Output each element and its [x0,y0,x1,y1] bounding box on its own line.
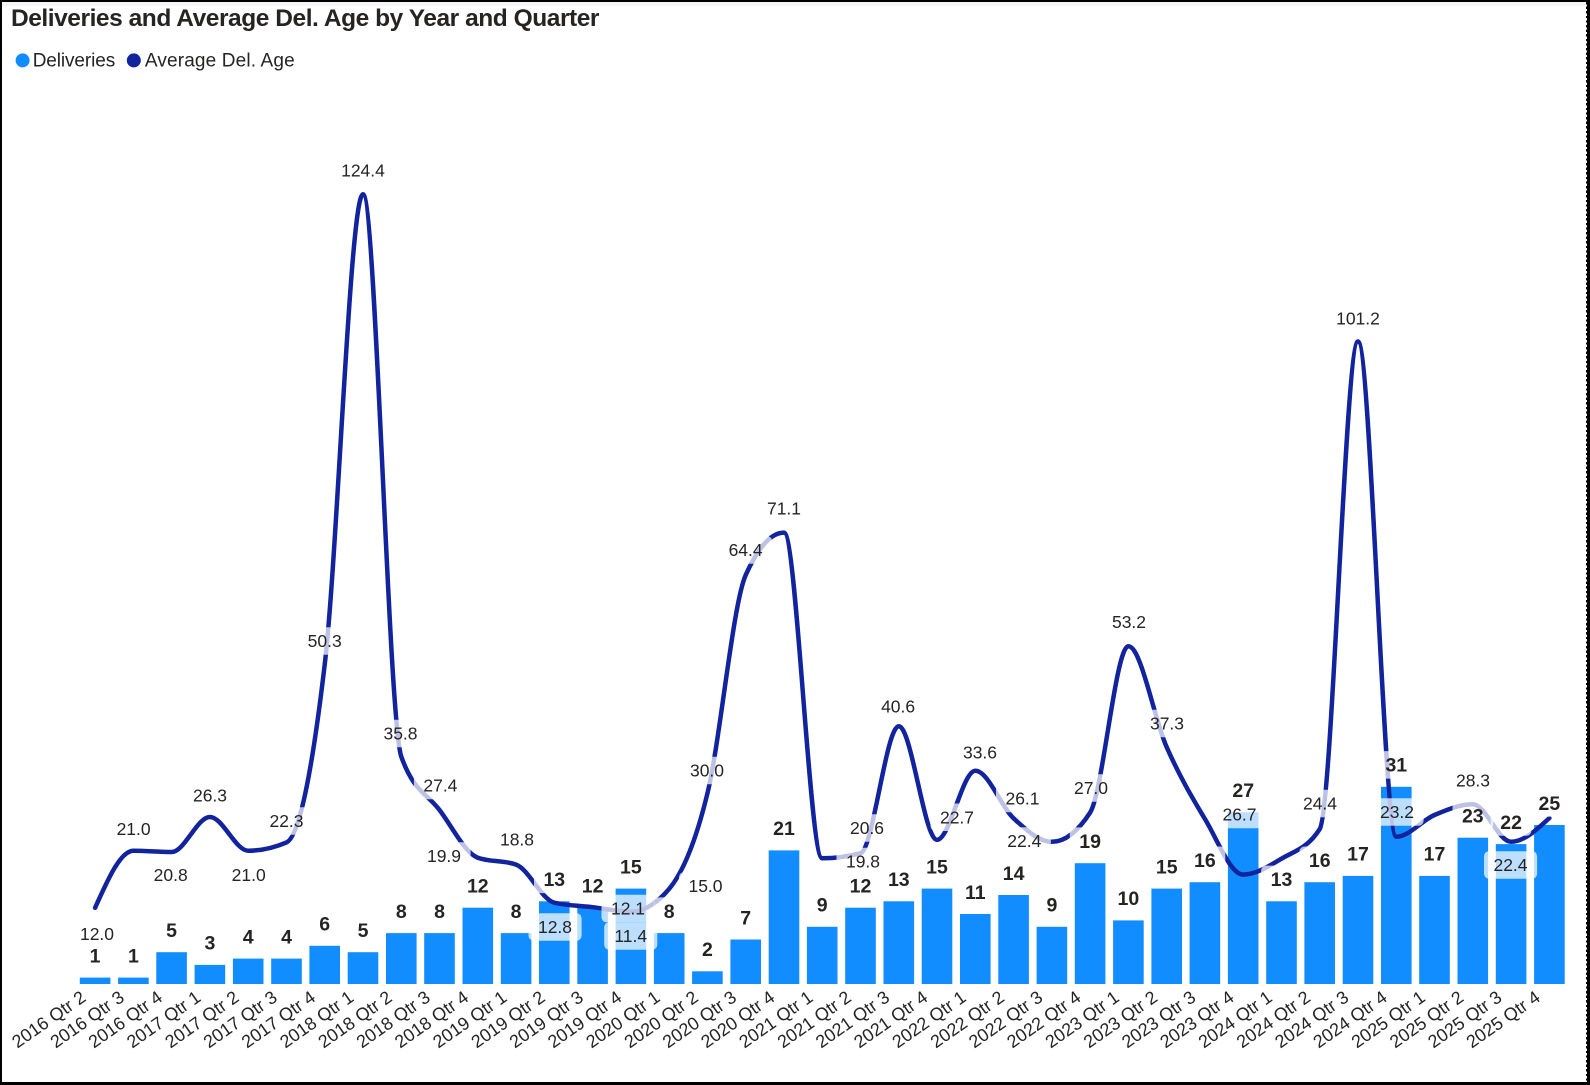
svg-text:14: 14 [1003,863,1025,885]
svg-text:9: 9 [817,895,828,917]
svg-text:27.0: 27.0 [1074,778,1108,798]
svg-text:13: 13 [888,869,910,891]
svg-text:2: 2 [702,939,713,961]
svg-text:25: 25 [1539,793,1561,815]
svg-text:15.0: 15.0 [688,876,722,896]
svg-text:15: 15 [926,856,948,878]
svg-text:16: 16 [1309,850,1331,872]
svg-text:27.4: 27.4 [423,776,457,796]
svg-text:64.4: 64.4 [729,540,763,560]
svg-text:19.8: 19.8 [846,852,880,872]
svg-text:Deliveries and Average Del. Ag: Deliveries and Average Del. Age by Year … [11,5,600,32]
svg-text:8: 8 [396,901,407,923]
svg-text:21: 21 [773,818,795,840]
svg-text:26.1: 26.1 [1005,789,1039,809]
svg-text:17: 17 [1347,844,1369,866]
svg-text:124.4: 124.4 [341,161,385,181]
svg-text:26.3: 26.3 [193,786,227,806]
svg-text:11: 11 [965,882,986,904]
svg-text:5: 5 [166,920,177,942]
svg-text:27: 27 [1232,780,1254,802]
svg-text:50.3: 50.3 [308,631,342,651]
svg-text:11.4: 11.4 [614,926,647,946]
svg-text:4: 4 [243,926,254,948]
svg-text:24.4: 24.4 [1303,794,1337,814]
svg-text:19: 19 [1079,831,1101,853]
svg-text:10: 10 [1118,888,1140,910]
svg-text:15: 15 [620,856,642,878]
svg-text:20.6: 20.6 [850,818,884,838]
svg-text:21.0: 21.0 [117,819,151,839]
svg-text:12: 12 [850,876,872,898]
svg-text:101.2: 101.2 [1336,309,1380,329]
svg-text:12.8: 12.8 [538,917,572,937]
svg-text:17: 17 [1424,844,1446,866]
svg-text:31: 31 [1385,755,1407,777]
svg-text:6: 6 [319,914,330,936]
svg-text:12.1: 12.1 [611,899,645,919]
svg-text:22.4: 22.4 [1007,831,1041,851]
svg-text:40.6: 40.6 [881,697,915,717]
svg-text:23: 23 [1462,806,1484,828]
svg-text:3: 3 [204,933,215,955]
svg-text:13: 13 [1271,869,1293,891]
svg-text:71.1: 71.1 [767,499,801,519]
svg-text:7: 7 [740,907,751,929]
svg-text:Deliveries: Deliveries [33,51,115,72]
svg-text:35.8: 35.8 [383,724,417,744]
svg-text:22.3: 22.3 [269,811,303,831]
svg-text:21.0: 21.0 [232,865,266,885]
svg-text:1: 1 [90,945,101,967]
svg-text:13: 13 [543,869,565,891]
svg-text:30.0: 30.0 [690,761,724,781]
svg-text:12: 12 [582,876,604,898]
svg-text:53.2: 53.2 [1112,612,1146,632]
svg-text:18.8: 18.8 [500,830,534,850]
svg-text:8: 8 [434,901,445,923]
svg-text:22: 22 [1500,812,1522,834]
svg-text:5: 5 [358,920,369,942]
svg-text:Average Del. Age: Average Del. Age [145,51,295,72]
svg-text:12: 12 [467,876,489,898]
svg-text:12.0: 12.0 [80,924,114,944]
svg-text:9: 9 [1046,895,1057,917]
svg-text:19.9: 19.9 [427,846,461,866]
svg-text:16: 16 [1194,850,1216,872]
svg-text:26.7: 26.7 [1222,805,1256,825]
svg-text:4: 4 [281,926,292,948]
svg-text:1: 1 [128,945,139,967]
svg-text:23.2: 23.2 [1380,802,1414,822]
svg-text:33.6: 33.6 [963,743,997,763]
svg-text:28.3: 28.3 [1456,771,1490,791]
svg-text:8: 8 [511,901,522,923]
svg-text:22.7: 22.7 [940,807,974,827]
svg-text:22.4: 22.4 [1493,855,1527,875]
svg-text:8: 8 [664,901,675,923]
svg-text:37.3: 37.3 [1150,714,1184,734]
svg-text:15: 15 [1156,856,1178,878]
svg-text:20.8: 20.8 [154,865,188,885]
